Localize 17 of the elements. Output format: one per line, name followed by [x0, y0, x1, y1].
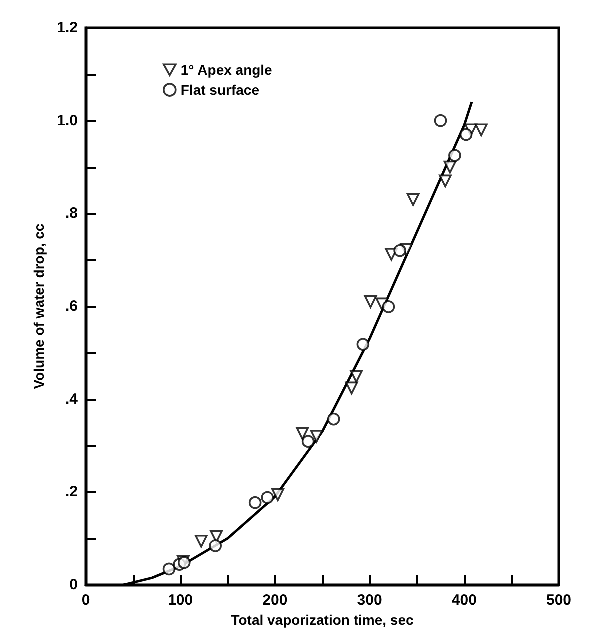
x-axis-title: Total vaporization time, sec — [231, 612, 414, 628]
y-axis-title: Volume of water drop, cc — [31, 224, 47, 390]
y-tick-label: .2 — [65, 484, 78, 501]
y-tick-label: 0 — [70, 576, 78, 594]
x-tick-label: 200 — [262, 592, 288, 609]
y-tick-label: .6 — [65, 298, 78, 315]
legend-label: 1° Apex angle — [180, 62, 273, 78]
x-tick-label: 500 — [546, 592, 572, 609]
y-tick-label: .8 — [65, 205, 78, 222]
y-tick-label: 1.0 — [57, 112, 78, 130]
y-tick-label: .4 — [65, 390, 79, 408]
legend-label: Flat surface — [180, 82, 260, 98]
x-tick-label: 400 — [452, 592, 477, 609]
x-tick-label: 300 — [357, 592, 382, 609]
x-tick-label: 0 — [82, 592, 90, 609]
x-tick-label: 100 — [168, 592, 194, 609]
y-tick-label: 1.2 — [57, 20, 78, 36]
